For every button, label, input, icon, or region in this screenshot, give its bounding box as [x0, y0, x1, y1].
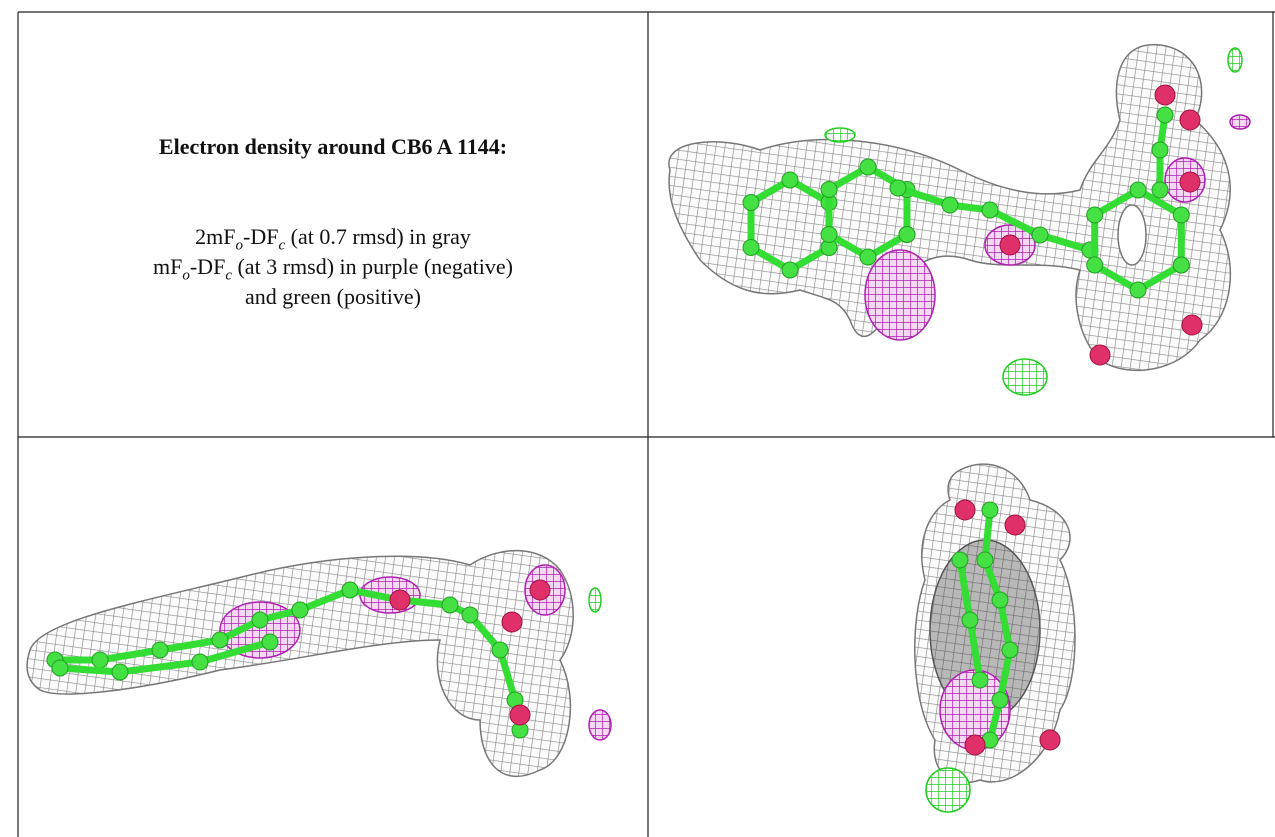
subscript: o: [236, 237, 244, 253]
oxygen-atom: [1180, 172, 1200, 192]
atom: [899, 227, 915, 243]
positive-density: [1228, 48, 1242, 72]
desc-line: mFo-DFc (at 3 rmsd) in purple (negative): [18, 252, 648, 282]
description: 2mFo-DFc (at 0.7 rmsd) in gray mFo-DFc (…: [18, 222, 648, 312]
negative-density: [589, 710, 611, 740]
atom: [192, 654, 208, 670]
oxygen-atom: [510, 705, 530, 725]
atom: [982, 502, 998, 518]
atom: [1152, 182, 1168, 198]
oxygen-atom: [502, 612, 522, 632]
oxygen-atom: [965, 735, 985, 755]
atom: [92, 652, 108, 668]
desc-line: 2mFo-DFc (at 0.7 rmsd) in gray: [18, 222, 648, 252]
oxygen-atom: [530, 580, 550, 600]
atom: [977, 552, 993, 568]
atom: [972, 672, 988, 688]
atom: [952, 552, 968, 568]
density-mesh: [27, 551, 573, 777]
oxygen-atom: [1155, 85, 1175, 105]
atom: [492, 642, 508, 658]
negative-density: [865, 250, 935, 340]
atom: [992, 692, 1008, 708]
atom: [821, 182, 837, 198]
atom: [942, 197, 958, 213]
atom: [1002, 642, 1018, 658]
atom: [1087, 257, 1103, 273]
atom: [152, 642, 168, 658]
text: mF: [153, 254, 182, 279]
desc-line: and green (positive): [18, 282, 648, 312]
oxygen-atom: [1040, 730, 1060, 750]
atom: [992, 592, 1008, 608]
oxygen-atom: [1090, 345, 1110, 365]
atom: [1130, 282, 1146, 298]
caption-cell: Electron density around CB6 A 1144: 2mFo…: [18, 12, 648, 437]
positive-density: [589, 588, 601, 612]
atom: [890, 180, 906, 196]
text: and green (positive): [245, 284, 421, 309]
atom: [860, 249, 876, 265]
atom: [262, 634, 278, 650]
heading: Electron density around CB6 A 1144:: [18, 134, 648, 160]
oxygen-atom: [1000, 235, 1020, 255]
atom: [860, 159, 876, 175]
atom: [342, 582, 358, 598]
text: -DF: [243, 224, 278, 249]
atom: [1087, 207, 1103, 223]
atom: [1157, 107, 1173, 123]
atom: [743, 240, 759, 256]
page: {"heading": "Electron density around CB6…: [0, 0, 1275, 837]
text: 2mF: [195, 224, 235, 249]
positive-density: [926, 768, 970, 812]
atom: [1173, 257, 1189, 273]
atom: [1130, 182, 1146, 198]
oxygen-atom: [1182, 315, 1202, 335]
atom: [462, 607, 478, 623]
positive-density: [825, 128, 855, 142]
positive-density: [1003, 359, 1047, 395]
atom: [1173, 207, 1189, 223]
oxygen-atom: [390, 590, 410, 610]
oxygen-atom: [955, 500, 975, 520]
atom: [112, 664, 128, 680]
atom: [212, 632, 228, 648]
atom: [252, 612, 268, 628]
atom: [292, 602, 308, 618]
oxygen-atom: [1180, 110, 1200, 130]
atom: [782, 262, 798, 278]
negative-density: [1230, 115, 1250, 129]
text: (at 0.7 rmsd) in gray: [285, 224, 471, 249]
atom: [962, 612, 978, 628]
atom: [743, 195, 759, 211]
text: -DF: [190, 254, 225, 279]
oxygen-atom: [1005, 515, 1025, 535]
atom: [442, 597, 458, 613]
atom: [1032, 227, 1048, 243]
text: c: [225, 267, 232, 283]
atom: [782, 172, 798, 188]
atom: [982, 202, 998, 218]
text: (at 3 rmsd) in purple (negative): [232, 254, 513, 279]
hole: [1118, 205, 1146, 265]
atom: [821, 227, 837, 243]
text: o: [182, 267, 190, 283]
text: o: [236, 237, 244, 253]
subscript: o: [182, 267, 190, 283]
subscript: c: [225, 267, 232, 283]
atom: [1152, 142, 1168, 158]
atom: [52, 660, 68, 676]
